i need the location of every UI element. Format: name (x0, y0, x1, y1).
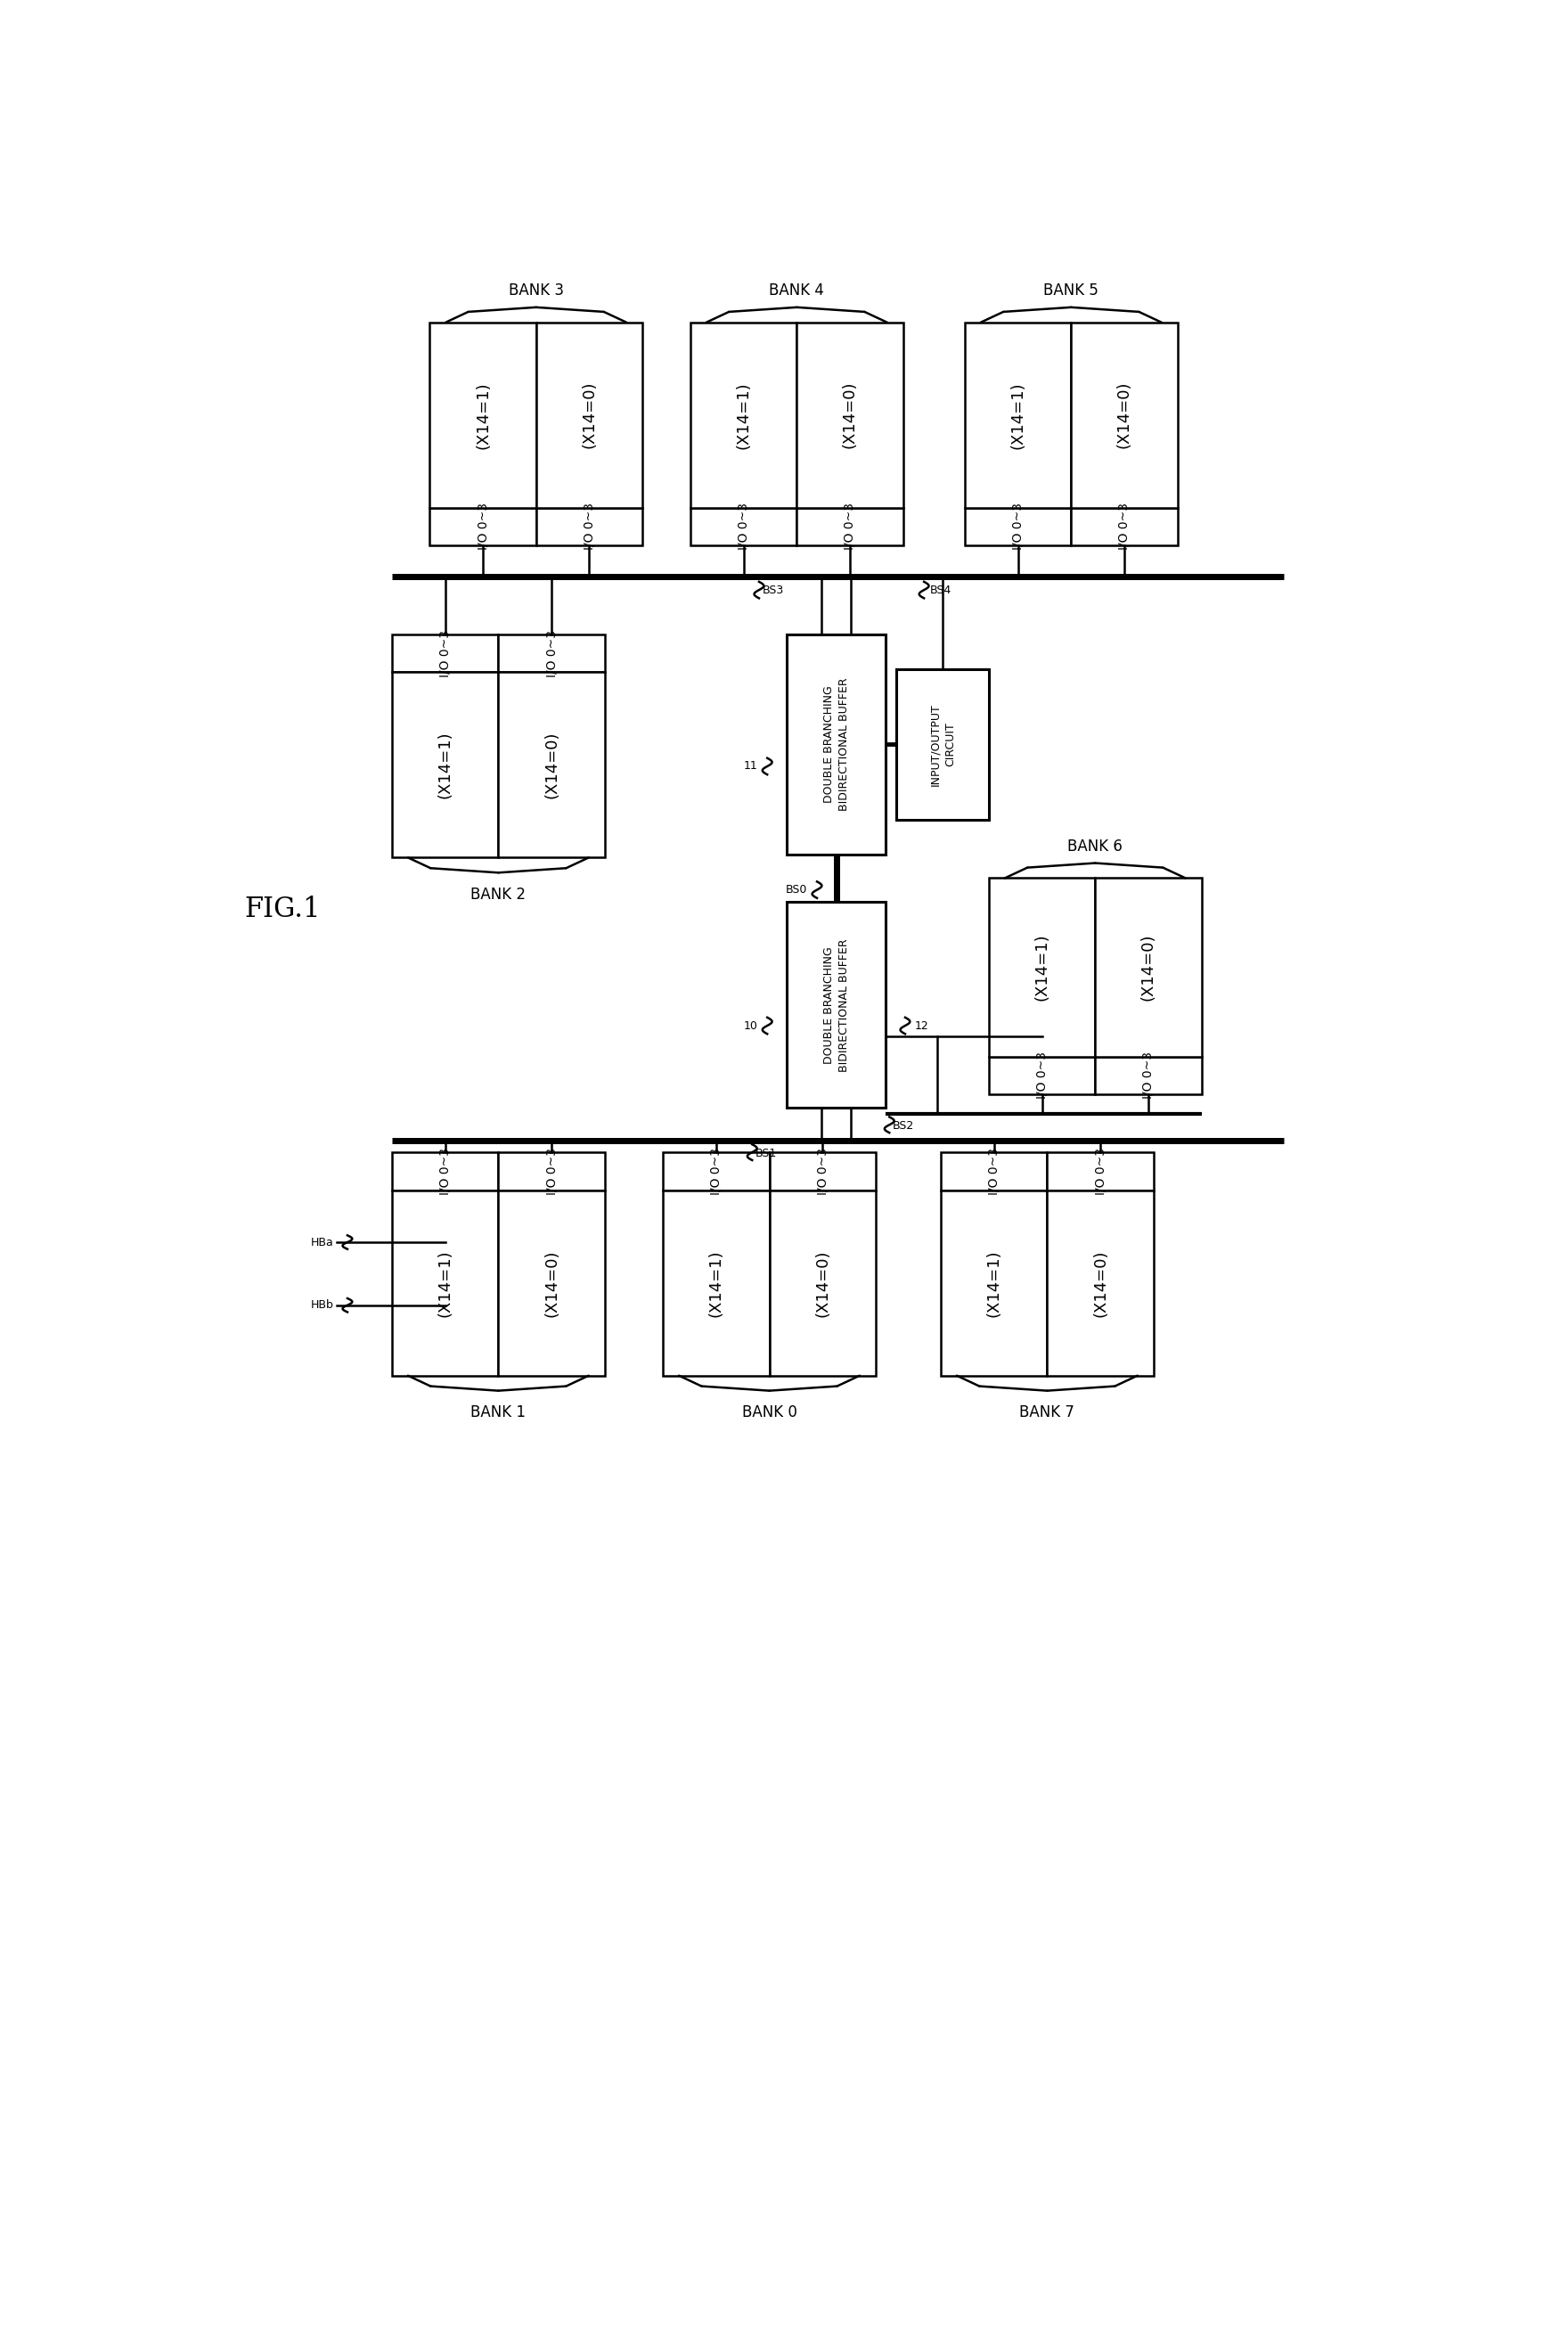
Bar (964, 508, 1071, 546)
Bar (430, 322, 536, 508)
Bar (1047, 1189, 1154, 1376)
Bar (392, 634, 499, 672)
Text: (X14=0): (X14=0) (544, 732, 560, 798)
Text: BANK 2: BANK 2 (470, 886, 525, 902)
Text: 12: 12 (914, 1019, 928, 1031)
Bar (1094, 879, 1201, 1056)
Text: BANK 0: BANK 0 (742, 1404, 797, 1420)
Text: I/O 0~3: I/O 0~3 (1036, 1052, 1049, 1098)
Text: (X14=1): (X14=1) (709, 1250, 724, 1318)
Text: BANK 5: BANK 5 (1044, 282, 1099, 298)
Text: I/O 0~3: I/O 0~3 (477, 504, 489, 550)
Text: I/O 0~3: I/O 0~3 (1118, 504, 1131, 550)
Text: 10: 10 (743, 1019, 757, 1031)
Bar (663, 1189, 770, 1376)
Bar (536, 508, 643, 546)
Text: (X14=1): (X14=1) (437, 1250, 453, 1318)
Bar (499, 634, 605, 672)
Text: DOUBLE BRANCHING
BIDIRECTIONAL BUFFER: DOUBLE BRANCHING BIDIRECTIONAL BUFFER (823, 679, 850, 812)
Text: I/O 0~3: I/O 0~3 (737, 504, 750, 550)
Text: (X14=0): (X14=0) (544, 1250, 560, 1318)
Bar (897, 669, 989, 821)
Text: INPUT/OUTPUT
CIRCUIT: INPUT/OUTPUT CIRCUIT (930, 702, 956, 786)
Bar (989, 1056, 1094, 1094)
Text: (X14=1): (X14=1) (735, 382, 751, 448)
Text: BS0: BS0 (786, 884, 808, 895)
Bar (1071, 322, 1178, 508)
Text: (X14=0): (X14=0) (1116, 382, 1132, 448)
Bar (392, 1152, 499, 1189)
Text: I/O 0~3: I/O 0~3 (583, 504, 596, 550)
Bar (797, 322, 903, 508)
Text: (X14=0): (X14=0) (814, 1250, 831, 1318)
Text: (X14=0): (X14=0) (1093, 1250, 1109, 1318)
Text: BANK 4: BANK 4 (770, 282, 825, 298)
Text: I/O 0~3: I/O 0~3 (439, 630, 452, 676)
Text: I/O 0~3: I/O 0~3 (1094, 1147, 1107, 1194)
Bar (787, 634, 886, 854)
Text: (X14=0): (X14=0) (582, 382, 597, 448)
Text: I/O 0~3: I/O 0~3 (988, 1147, 1000, 1194)
Bar (536, 322, 643, 508)
Text: I/O 0~3: I/O 0~3 (1011, 504, 1024, 550)
Bar (1047, 1152, 1154, 1189)
Text: BANK 3: BANK 3 (508, 282, 563, 298)
Text: I/O 0~3: I/O 0~3 (1142, 1052, 1154, 1098)
Bar (941, 1152, 1047, 1189)
Text: (X14=1): (X14=1) (437, 732, 453, 798)
Text: 11: 11 (743, 760, 757, 772)
Text: BS4: BS4 (930, 585, 952, 597)
Text: (X14=1): (X14=1) (1010, 382, 1025, 448)
Text: I/O 0~3: I/O 0~3 (710, 1147, 723, 1194)
Bar (690, 508, 797, 546)
Text: I/O 0~3: I/O 0~3 (844, 504, 856, 550)
Bar (797, 508, 903, 546)
Text: I/O 0~3: I/O 0~3 (817, 1147, 829, 1194)
Text: (X14=1): (X14=1) (986, 1250, 1002, 1318)
Bar (663, 1152, 770, 1189)
Bar (392, 1189, 499, 1376)
Bar (1071, 508, 1178, 546)
Bar (499, 1189, 605, 1376)
Text: I/O 0~3: I/O 0~3 (439, 1147, 452, 1194)
Text: BS1: BS1 (756, 1147, 778, 1159)
Text: BS3: BS3 (762, 585, 784, 597)
Text: FIG.1: FIG.1 (245, 895, 320, 923)
Text: I/O 0~3: I/O 0~3 (546, 630, 558, 676)
Text: BANK 7: BANK 7 (1019, 1404, 1074, 1420)
Text: DOUBLE BRANCHING
BIDIRECTIONAL BUFFER: DOUBLE BRANCHING BIDIRECTIONAL BUFFER (823, 937, 850, 1073)
Text: (X14=1): (X14=1) (1033, 933, 1051, 1000)
Text: (X14=0): (X14=0) (1140, 933, 1156, 1000)
Bar (770, 1189, 875, 1376)
Text: (X14=0): (X14=0) (842, 382, 858, 448)
Bar (690, 322, 797, 508)
Text: HBb: HBb (310, 1299, 334, 1311)
Text: BS2: BS2 (892, 1119, 914, 1131)
Text: I/O 0~3: I/O 0~3 (546, 1147, 558, 1194)
Bar (430, 508, 536, 546)
Text: (X14=1): (X14=1) (475, 382, 491, 448)
Text: BANK 1: BANK 1 (470, 1404, 525, 1420)
Bar (787, 902, 886, 1108)
Bar (989, 879, 1094, 1056)
Bar (770, 1152, 875, 1189)
Bar (392, 672, 499, 858)
Text: HBa: HBa (310, 1236, 334, 1248)
Text: BANK 6: BANK 6 (1068, 837, 1123, 854)
Bar (964, 322, 1071, 508)
Bar (941, 1189, 1047, 1376)
Bar (1094, 1056, 1201, 1094)
Bar (499, 1152, 605, 1189)
Bar (499, 672, 605, 858)
